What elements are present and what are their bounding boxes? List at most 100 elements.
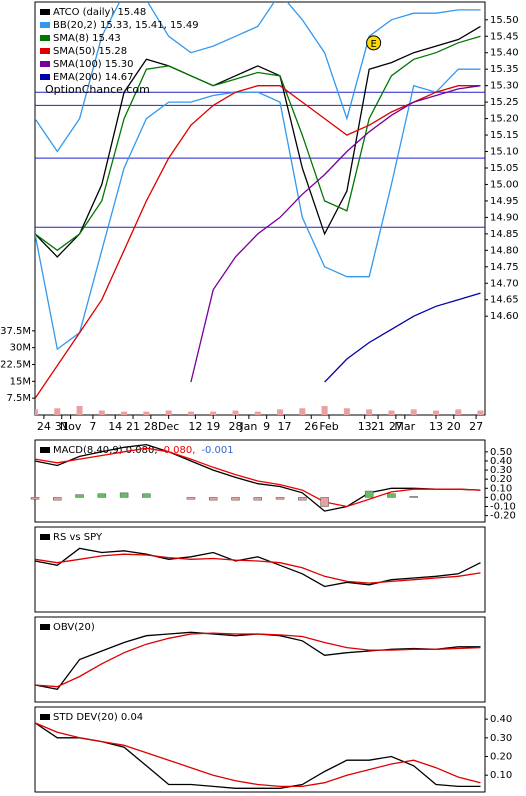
volume-bar (76, 406, 83, 415)
legend-swatch (40, 624, 50, 630)
macd-hist (208, 497, 218, 501)
volume-bar (477, 410, 484, 415)
x-tick-label: 13 (358, 420, 372, 433)
x-tick-label: 26 (304, 420, 318, 433)
x-tick-label: 14 (108, 420, 122, 433)
volume-bar (232, 410, 239, 415)
series-line (35, 25, 481, 258)
y2-tick-label: 22.5M (0, 360, 31, 371)
volume-bar (121, 411, 128, 415)
series-line (35, 547, 481, 588)
macd-hist (253, 497, 263, 501)
x-tick-label: 24 (37, 420, 51, 433)
y-tick-label: 14.70 (490, 278, 519, 289)
macd-hist (275, 497, 285, 500)
series-line (35, 447, 481, 508)
volume-bar (165, 410, 172, 415)
y-tick-label: 15.25 (490, 97, 519, 108)
y-tick-label: 0.40 (490, 456, 512, 467)
panel-frame (34, 616, 486, 703)
x-tick-label: 17 (278, 420, 292, 433)
panel-frame (34, 526, 486, 613)
macd-hist (97, 493, 107, 498)
legend-swatch (40, 22, 50, 28)
series-line (35, 632, 481, 688)
y-tick-label: 15.30 (490, 81, 519, 92)
macd-hist (186, 497, 196, 500)
y-tick-label: 15.45 (490, 31, 519, 42)
x-tick-label: 21 (371, 420, 385, 433)
watermark: OptionChance.com (45, 83, 150, 96)
y-tick-label: 14.65 (490, 295, 519, 306)
y-tick-label: 15.50 (490, 15, 519, 26)
volume-bar (432, 410, 439, 415)
legend-label: -0.001 (201, 445, 233, 456)
legend-swatch (40, 35, 50, 41)
y-tick-label: 15.15 (490, 130, 519, 141)
y-tick-label: 15.20 (490, 114, 519, 125)
series-line (35, 35, 481, 252)
y-tick-label: -0.20 (490, 511, 516, 522)
y-tick-label: 14.75 (490, 262, 519, 273)
y-tick-label: 0.00 (490, 492, 512, 503)
legend-label: BB(20,2) 15.33, 15.41, 15.49 (53, 20, 199, 31)
series-line (35, 722, 481, 789)
volume-bar (277, 409, 284, 415)
earnings-label: E (370, 39, 376, 50)
y-tick-label: 14.90 (490, 212, 519, 223)
series-line (35, 68, 481, 351)
legend-label: RS vs SPY (53, 532, 103, 543)
y2-tick-label: 7.5M (6, 393, 31, 404)
y-tick-label: 0.40 (490, 714, 512, 725)
y-tick-label: 0.30 (490, 465, 512, 476)
y2-tick-label: 15M (10, 376, 31, 387)
macd-hist (387, 493, 396, 498)
x-tick-label: Feb (319, 420, 338, 433)
macd-hist (30, 497, 40, 500)
y-tick-label: 14.85 (490, 229, 519, 240)
macd-hist (364, 490, 374, 498)
legend-swatch (40, 9, 50, 15)
volume-bar (187, 411, 194, 415)
y-tick-label: 15.05 (490, 163, 519, 174)
legend-label: STD DEV(20) 0.04 (53, 712, 143, 723)
volume-bar (388, 410, 395, 415)
y-tick-label: 0.10 (490, 770, 512, 781)
x-tick-label: Jan (239, 420, 257, 433)
legend-swatch (40, 534, 50, 540)
series-line (35, 722, 481, 788)
x-tick-label: 19 (206, 420, 220, 433)
x-tick-label: 27 (469, 420, 483, 433)
volume-bar (321, 406, 328, 415)
y-tick-label: 0.10 (490, 483, 512, 494)
series-line (35, 85, 481, 399)
earnings-marker (366, 35, 382, 51)
series-line (324, 292, 481, 383)
macd-hist (320, 497, 329, 507)
macd-hist (53, 497, 62, 501)
x-tick-label: 12 (188, 420, 202, 433)
y-tick-label: 15.10 (490, 147, 519, 158)
y-tick-label: 14.60 (490, 311, 519, 322)
volume-bar (366, 409, 373, 415)
volume-bar (410, 409, 417, 415)
volume-bar (254, 411, 261, 415)
series-line (190, 85, 481, 383)
y-tick-label: 14.95 (490, 196, 519, 207)
legend-label: SMA(8) 15.43 (53, 33, 121, 44)
x-tick-label: 31 (55, 420, 69, 433)
panel-frame (34, 439, 486, 523)
volume-bar (143, 411, 150, 415)
panel-frame (34, 706, 486, 793)
legend-label: SMA(100) 15.30 (53, 59, 134, 70)
y-tick-label: 15.40 (490, 48, 519, 59)
x-tick-label: Dec (158, 420, 179, 433)
x-tick-label: 28 (144, 420, 158, 433)
volume-bar (54, 408, 61, 415)
y2-tick-label: 37.5M (0, 326, 31, 337)
y-tick-label: 0.50 (490, 447, 512, 458)
volume-bar (455, 409, 462, 415)
legend-label: 0.080, (164, 445, 196, 456)
volume-bar (299, 408, 306, 415)
